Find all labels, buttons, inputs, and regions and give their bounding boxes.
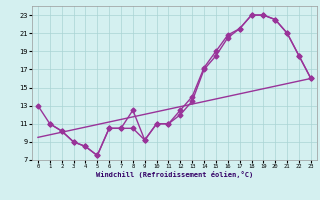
X-axis label: Windchill (Refroidissement éolien,°C): Windchill (Refroidissement éolien,°C) (96, 171, 253, 178)
